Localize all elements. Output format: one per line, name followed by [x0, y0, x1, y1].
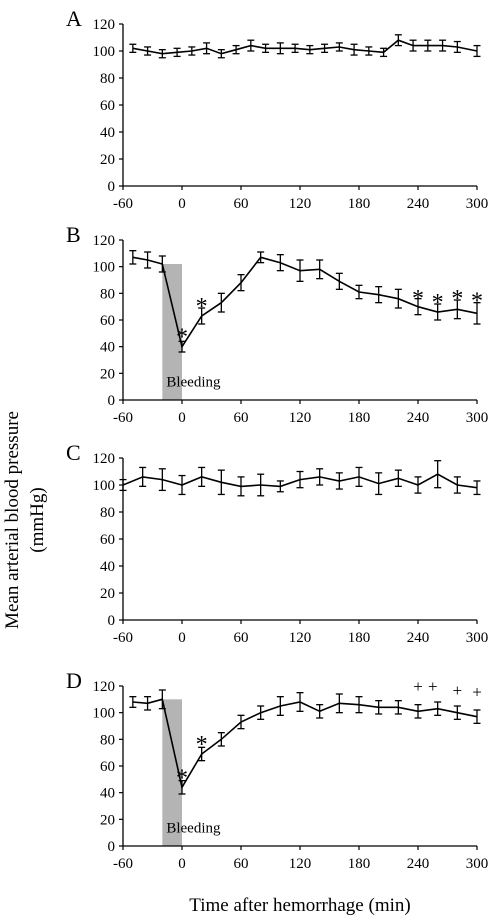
panel-a-x-tick-label: -60 [113, 196, 133, 212]
y-axis-title-line2: (mmHg) [27, 487, 48, 552]
panel-b-y-tick-label: 80 [100, 286, 115, 302]
panel-c-series-line [122, 473, 478, 489]
panel-d-x-tick-label: 0 [178, 856, 186, 872]
panel-c-x-tick-label: 60 [234, 630, 249, 646]
y-axis-title-line1: Mean arterial blood pressure [2, 411, 23, 629]
panel-d-star-marker: * [176, 765, 188, 791]
panel-a-y-tick-label: 120 [93, 17, 116, 33]
panel-a-x-tick-label: 60 [234, 196, 249, 212]
panel-a-x-tick-label: 300 [466, 196, 489, 212]
panel-b-bleeding-label: Bleeding [166, 375, 221, 391]
panel-b-star-marker: * [412, 286, 424, 312]
panel-d-y-tick-label: 60 [100, 759, 115, 775]
panel-d-x-tick-label: 300 [466, 856, 489, 872]
panel-c-y-tick-label: 80 [100, 505, 115, 521]
panel-b-x-tick-label: 0 [178, 410, 186, 426]
panel-d-plus-marker: + [453, 681, 463, 700]
panel-b-x-tick-label: 240 [407, 410, 430, 426]
panel-c-x-tick-label: 120 [289, 630, 312, 646]
panel-d-plus-marker: + [428, 677, 438, 696]
panel-b-y-tick-label: 120 [93, 233, 116, 249]
panel-a-y-tick-label: 60 [100, 98, 115, 114]
panel-c-x-tick-label: 180 [348, 630, 371, 646]
panel-b-series-line [132, 256, 478, 349]
panel-d-bleeding-label: Bleeding [166, 821, 221, 837]
panel-d-bleeding-bar [162, 699, 182, 846]
panel-a-x-tick-label: 120 [289, 196, 312, 212]
panel-d-y-tick-label: 40 [100, 786, 115, 802]
panel-d-series-line [132, 698, 478, 790]
panel-a-y-tick-label: 0 [108, 179, 116, 195]
panel-a-letter: A [66, 6, 82, 31]
panel-b-x-tick-label: 60 [234, 410, 249, 426]
panel-b-y-tick-label: 60 [100, 313, 115, 329]
panel-d-x-tick-label: 60 [234, 856, 249, 872]
panel-c-y-tick-label: 0 [108, 613, 116, 629]
panel-b-y-tick-label: 0 [108, 393, 116, 409]
panel-d-y-tick-label: 100 [93, 706, 116, 722]
panel-a-series-line [132, 39, 478, 55]
panel-b-star-marker: * [196, 294, 208, 320]
panel-d-letter: D [66, 668, 82, 693]
panel-d-star-marker: * [196, 732, 208, 758]
panel-b-star-marker: * [176, 325, 188, 351]
panel-c-x-tick-label: 240 [407, 630, 430, 646]
panel-c-y-tick-label: 60 [100, 532, 115, 548]
panel-c-y-tick-label: 120 [93, 451, 116, 467]
panel-b-x-tick-label: 120 [289, 410, 312, 426]
panel-d-x-tick-label: -60 [113, 856, 133, 872]
panel-c-x-tick-label: -60 [113, 630, 133, 646]
panel-b-y-tick-label: 20 [100, 366, 115, 382]
panel-a-x-tick-label: 180 [348, 196, 371, 212]
panel-a-y-tick-label: 80 [100, 71, 115, 87]
panel-a-x-tick-label: 240 [407, 196, 430, 212]
panel-b-star-marker: * [432, 290, 444, 316]
panel-a-y-tick-label: 40 [100, 125, 115, 141]
panel-c-y-tick-label: 40 [100, 559, 115, 575]
panel-c-x-tick-label: 300 [466, 630, 489, 646]
panel-a-x-tick-label: 0 [178, 196, 186, 212]
panel-d-x-tick-label: 180 [348, 856, 371, 872]
panel-b-x-tick-label: 180 [348, 410, 371, 426]
panel-a-y-tick-label: 20 [100, 152, 115, 168]
panel-d-y-tick-label: 0 [108, 839, 116, 855]
panel-b-y-tick-label: 40 [100, 340, 115, 356]
panel-b-y-tick-label: 100 [93, 260, 116, 276]
panel-b-star-marker: * [471, 289, 483, 315]
panel-b-bleeding-bar [162, 264, 182, 400]
panel-d-x-tick-label: 240 [407, 856, 430, 872]
panel-d-x-tick-label: 120 [289, 856, 312, 872]
panel-d-plus-marker: + [472, 682, 482, 701]
panel-d-y-tick-label: 80 [100, 732, 115, 748]
panel-b-x-tick-label: 300 [466, 410, 489, 426]
panel-b-x-tick-label: -60 [113, 410, 133, 426]
x-axis-title: Time after hemorrhage (min) [189, 895, 410, 916]
panel-b-letter: B [66, 222, 81, 247]
panel-c-x-tick-label: 0 [178, 630, 186, 646]
panel-a-y-tick-label: 100 [93, 44, 116, 60]
panel-d-y-tick-label: 120 [93, 679, 116, 695]
panel-c-y-tick-label: 20 [100, 586, 115, 602]
panel-d-y-tick-label: 20 [100, 812, 115, 828]
panel-c-y-tick-label: 100 [93, 478, 116, 494]
panel-b-star-marker: * [451, 286, 463, 312]
panel-c-letter: C [66, 440, 81, 465]
panel-d-plus-marker: + [413, 677, 423, 696]
